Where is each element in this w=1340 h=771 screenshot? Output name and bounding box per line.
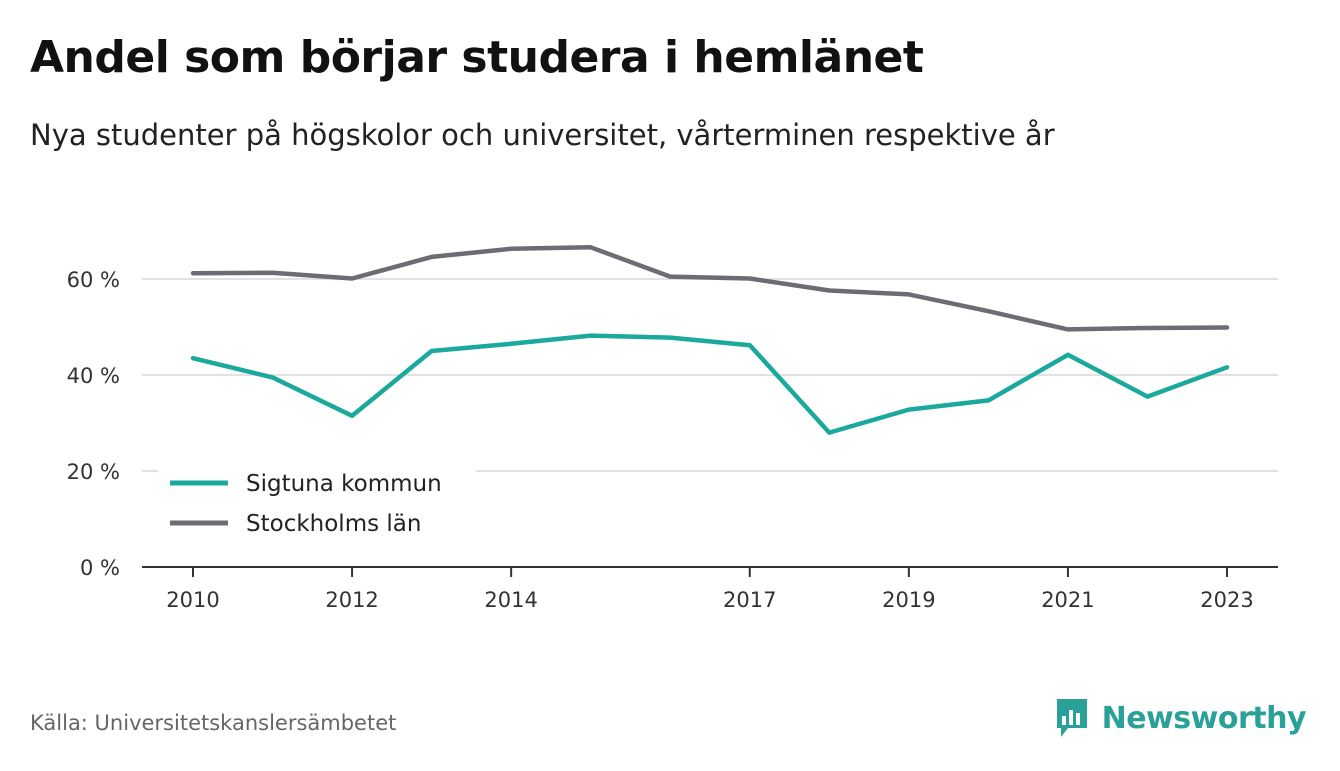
chart-title: Andel som börjar studera i hemlänet	[30, 32, 924, 83]
x-axis	[142, 566, 1278, 577]
x-tick-label: 2017	[723, 588, 776, 612]
newsworthy-chart-icon	[1056, 699, 1087, 737]
x-tick-label: 2012	[325, 588, 378, 612]
series-line-stockholms-l-n	[190, 245, 1230, 332]
series-lines	[190, 245, 1230, 435]
x-tick-label: 2023	[1200, 588, 1253, 612]
y-tick-label: 40 %	[67, 364, 120, 388]
brand-logo: Newsworthy	[1054, 696, 1307, 740]
x-tick-label: 2021	[1041, 588, 1094, 612]
legend-background	[158, 458, 476, 552]
x-tick-label: 2010	[166, 588, 219, 612]
line-chart: 0 % 20 % 40 % 60 % 2010 2012 2014 2017 2019 2021…	[67, 245, 1278, 612]
legend: Sigtuna kommun Stockholms län	[158, 458, 476, 552]
y-tick-label: 0 %	[80, 556, 120, 580]
x-tick-label: 2019	[882, 588, 935, 612]
y-axis-tick-labels: 0 % 20 % 40 % 60 %	[67, 268, 120, 580]
legend-label: Stockholms län	[246, 511, 421, 537]
x-axis-tick-labels: 2010 2012 2014 2017 2019 2021 2023	[166, 588, 1253, 612]
series-line-sigtuna-kommun	[190, 333, 1230, 435]
y-tick-label: 20 %	[67, 460, 120, 484]
brand-name: Newsworthy	[1101, 700, 1307, 736]
x-tick-label: 2014	[484, 588, 537, 612]
source-note: Källa: Universitetskanslersämbetet	[30, 711, 397, 735]
y-tick-label: 60 %	[67, 268, 120, 292]
chart-subtitle: Nya studenter på högskolor och universit…	[30, 118, 1055, 152]
legend-label: Sigtuna kommun	[246, 471, 442, 497]
